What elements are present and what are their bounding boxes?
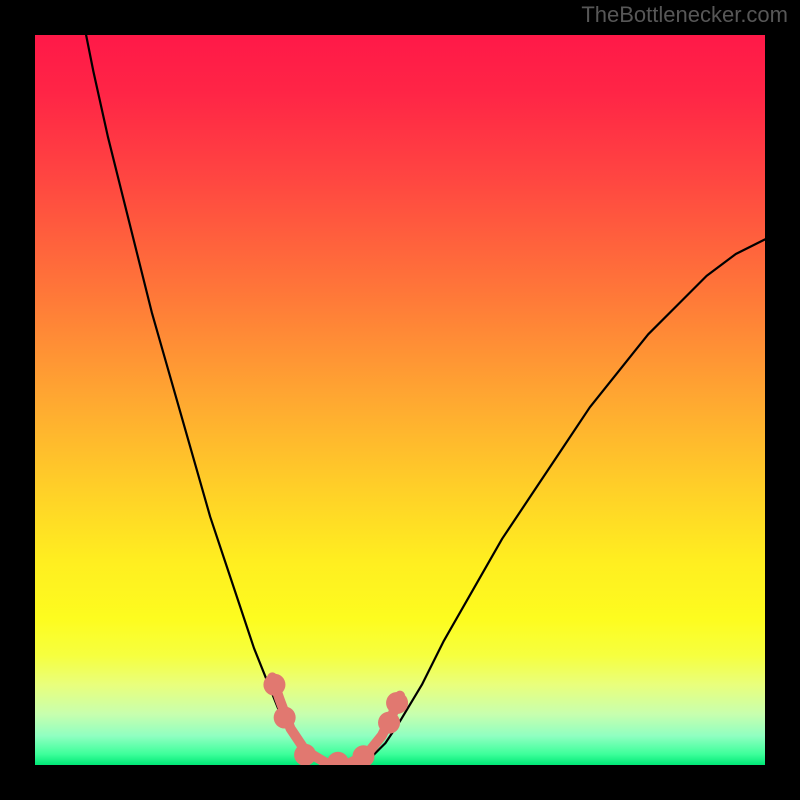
bead-5 [378,712,400,734]
plot-area [35,35,765,765]
bead-2 [294,744,316,766]
bead-1 [274,707,296,729]
bead-4 [353,745,375,767]
watermark: TheBottlenecker.com [581,2,788,27]
bead-0 [263,674,285,696]
bead-6 [386,692,408,714]
bottleneck-chart: TheBottlenecker.com [0,0,800,800]
